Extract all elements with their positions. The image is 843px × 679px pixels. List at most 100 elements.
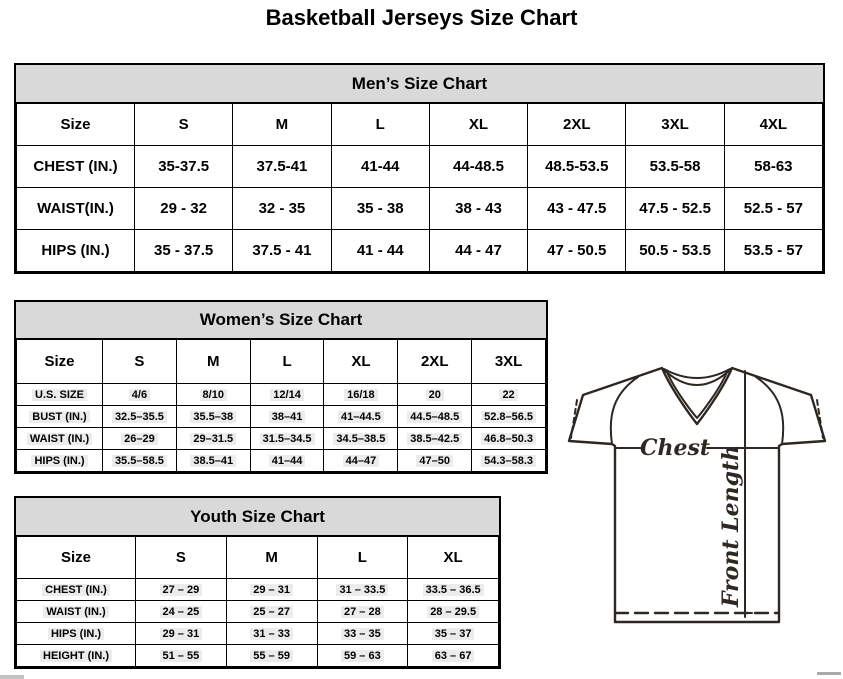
size-value-cell: 31 – 33.5 [316, 578, 409, 601]
size-value-cell: 25 – 27 [225, 600, 318, 623]
size-column-header: L [316, 536, 409, 579]
size-value-cell: 47 - 50.5 [527, 229, 627, 272]
size-column-header: S [102, 339, 177, 384]
size-value-cell: 41-44 [330, 145, 430, 188]
jersey-measurement-diagram: Chest Front Length [567, 366, 827, 624]
size-value-cell: 35 - 38 [330, 187, 430, 230]
measurement-label: HEIGHT (IN.) [16, 644, 136, 667]
size-column-header: M [225, 536, 318, 579]
size-value-cell: 20 [397, 383, 473, 406]
size-value-cell: 58-63 [723, 145, 824, 188]
measurement-row: HIPS (IN.) 35.5–58.5 38.5–41 41–44 44–47 47–5… [16, 449, 546, 472]
page-title: Basketball Jerseys Size Chart [265, 5, 578, 30]
measurement-label: CHEST (IN.) [16, 578, 136, 601]
measurement-row: WAIST (IN.) 24 – 25 25 – 27 27 – 28 28 – 29.… [16, 600, 499, 623]
size-column-header: XL [428, 103, 529, 146]
size-value-cell: 41–44.5 [323, 405, 399, 428]
size-value-cell: 38.5–41 [175, 449, 251, 472]
size-header-row: Size S M L XL 2XL 3XL [16, 339, 546, 384]
size-value-cell: 29 – 31 [135, 622, 227, 645]
size-value-cell: 31 – 33 [225, 622, 318, 645]
size-value-cell: 37.5 - 41 [232, 229, 332, 272]
size-value-cell: 35-37.5 [133, 145, 234, 188]
size-value-cell: 44–47 [323, 449, 399, 472]
measurement-row: WAIST(IN.) 29 - 32 32 - 35 35 - 38 38 - 43 43… [16, 187, 824, 230]
size-value-cell: 33.5 – 36.5 [407, 578, 499, 601]
measurement-label: WAIST (IN.) [16, 600, 136, 623]
size-value-cell: 47–50 [397, 449, 473, 472]
size-value-cell: 31.5–34.5 [249, 427, 325, 450]
size-value-cell: 28 – 29.5 [407, 600, 499, 623]
size-value-cell: 52.5 - 57 [723, 187, 824, 230]
right-sleeve-dashed-line [816, 399, 824, 439]
left-sleeve-seam [609, 376, 639, 445]
youth-size-chart: Youth Size Chart Size S M L XL CHEST (IN.) 27 … [14, 496, 501, 669]
womens-size-table: Size S M L XL 2XL 3XL U.S. SIZE 4/6 8/10 12/14 16/1… [16, 339, 546, 472]
youth-size-table: Size S M L XL CHEST (IN.) 27 – 29 29 – 31 31 – 3… [16, 536, 499, 667]
size-value-cell: 55 – 59 [225, 644, 318, 667]
size-value-cell: 53.5 - 57 [723, 229, 824, 272]
size-value-cell: 27 – 29 [135, 578, 227, 601]
measurement-label: BUST (IN.) [16, 405, 103, 428]
size-column-header: 4XL [723, 103, 824, 146]
size-value-cell: 12/14 [249, 383, 325, 406]
size-column-header: L [330, 103, 430, 146]
horizontal-scrollbar-fragment[interactable] [817, 672, 841, 675]
size-value-cell: 4/6 [102, 383, 177, 406]
mens-chart-title: Men’s Size Chart [16, 65, 823, 103]
size-value-cell: 44-48.5 [428, 145, 529, 188]
row-label-header: Size [16, 536, 136, 579]
measurement-row: BUST (IN.) 32.5–35.5 35.5–38 38–41 41–44.5 44… [16, 405, 546, 428]
size-value-cell: 34.5–38.5 [323, 427, 399, 450]
collar-arc-icon [662, 368, 732, 386]
size-column-header: XL [323, 339, 399, 384]
size-value-cell: 41 - 44 [330, 229, 430, 272]
size-value-cell: 38 - 43 [428, 187, 529, 230]
size-value-cell: 63 – 67 [407, 644, 499, 667]
mens-size-chart: Men’s Size Chart Size S M L XL 2XL 3XL 4XL CHEST… [14, 63, 825, 274]
left-sleeve-dashed-line [570, 399, 578, 439]
womens-chart-title: Women’s Size Chart [16, 302, 546, 339]
size-column-header: XL [407, 536, 499, 579]
size-value-cell: 35.5–38 [175, 405, 251, 428]
horizontal-scrollbar-fragment[interactable] [0, 675, 24, 679]
size-column-header: 3XL [471, 339, 546, 384]
measurement-label: WAIST (IN.) [16, 427, 103, 450]
size-column-header: 3XL [625, 103, 725, 146]
measurement-label: CHEST (IN.) [16, 145, 135, 188]
size-value-cell: 33 – 35 [316, 622, 409, 645]
size-value-cell: 43 - 47.5 [527, 187, 627, 230]
size-value-cell: 26–29 [102, 427, 177, 450]
right-sleeve-seam [755, 376, 785, 445]
size-column-header: M [175, 339, 251, 384]
measurement-label: HIPS (IN.) [16, 229, 135, 272]
size-value-cell: 59 – 63 [316, 644, 409, 667]
size-value-cell: 48.5-53.5 [527, 145, 627, 188]
size-value-cell: 53.5-58 [625, 145, 725, 188]
size-value-cell: 35.5–58.5 [102, 449, 177, 472]
size-value-cell: 32.5–35.5 [102, 405, 177, 428]
measurement-row: HEIGHT (IN.) 51 – 55 55 – 59 59 – 63 63 – 67 [16, 644, 499, 667]
size-value-cell: 47.5 - 52.5 [625, 187, 725, 230]
size-value-cell: 52.8–56.5 [471, 405, 546, 428]
size-value-cell: 54.3–58.3 [471, 449, 546, 472]
size-value-cell: 32 - 35 [232, 187, 332, 230]
size-column-header: M [232, 103, 332, 146]
size-value-cell: 38.5–42.5 [397, 427, 473, 450]
measurement-row: CHEST (IN.) 35-37.5 37.5-41 41-44 44-48.5 48.… [16, 145, 824, 188]
size-column-header: L [249, 339, 325, 384]
size-value-cell: 44 - 47 [428, 229, 529, 272]
mens-size-table: Size S M L XL 2XL 3XL 4XL CHEST (IN.) 35-37.5 37.5… [16, 103, 824, 272]
size-value-cell: 29–31.5 [175, 427, 251, 450]
measurement-label: WAIST(IN.) [16, 187, 135, 230]
size-value-cell: 51 – 55 [135, 644, 227, 667]
chest-label: Chest [640, 435, 710, 461]
size-value-cell: 38–41 [249, 405, 325, 428]
size-value-cell: 24 – 25 [135, 600, 227, 623]
measurement-label: HIPS (IN.) [16, 622, 136, 645]
size-value-cell: 29 – 31 [225, 578, 318, 601]
youth-chart-title: Youth Size Chart [16, 498, 499, 536]
measurement-label: HIPS (IN.) [16, 449, 103, 472]
size-header-row: Size S M L XL 2XL 3XL 4XL [16, 103, 824, 146]
